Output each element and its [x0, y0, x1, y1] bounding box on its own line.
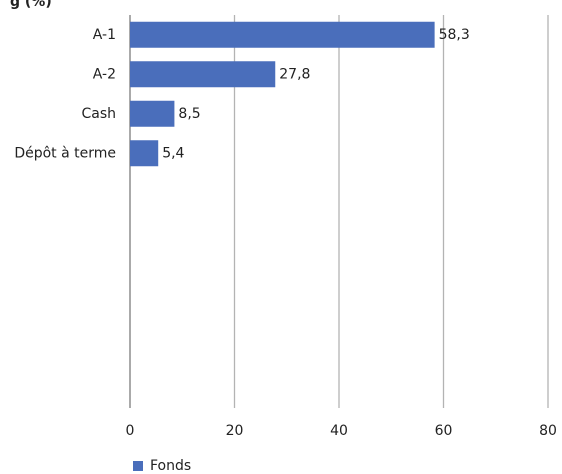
value-label: 58,3 [439, 27, 470, 43]
x-tick-label: 0 [126, 423, 135, 439]
x-tick-label: 40 [330, 423, 348, 439]
x-tick-label: 20 [226, 423, 244, 439]
bar [130, 140, 159, 167]
y-tick-label: A-2 [93, 66, 116, 82]
chart-title: g (%) [10, 0, 52, 10]
bar [130, 61, 276, 88]
value-label: 5,4 [162, 145, 184, 161]
legend-label: Fonds [150, 458, 191, 474]
y-tick-label: Dépôt à terme [14, 145, 116, 161]
value-label: 8,5 [178, 106, 200, 122]
legend-swatch [133, 461, 143, 471]
y-tick-label: Cash [81, 106, 116, 122]
y-tick-label: A-1 [93, 27, 116, 43]
x-tick-label: 60 [435, 423, 453, 439]
x-tick-label: 80 [539, 423, 557, 439]
bar [130, 100, 175, 127]
value-label: 27,8 [279, 66, 310, 82]
bar [130, 21, 435, 48]
